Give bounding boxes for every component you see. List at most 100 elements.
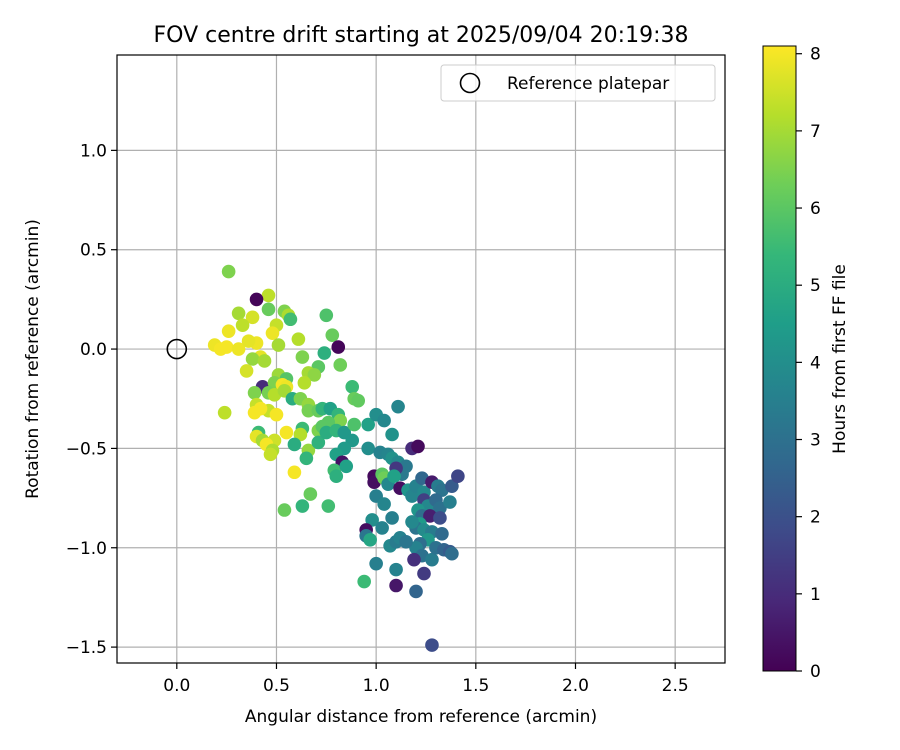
colorbar-tick-label: 8 — [810, 45, 821, 65]
scatter-point — [433, 511, 447, 525]
scatter-point — [221, 324, 236, 338]
scatter-point — [357, 574, 371, 589]
scatter-point — [361, 441, 375, 456]
y-tick-label: 0.0 — [80, 340, 107, 360]
legend-entry-reference: Reference platepar — [507, 74, 669, 94]
scatter-point — [239, 364, 254, 378]
x-tick-label: 0.5 — [263, 676, 290, 696]
scatter-point — [385, 511, 399, 525]
scatter-point — [261, 288, 276, 303]
scatter-point — [307, 368, 322, 382]
scatter-point — [231, 342, 246, 356]
scatter-point — [369, 556, 383, 571]
scatter-point — [271, 338, 286, 352]
scatter-point — [375, 521, 389, 535]
y-tick-label: −1.5 — [66, 638, 107, 658]
scatter-point — [277, 503, 292, 517]
scatter-point — [287, 437, 302, 452]
scatter-point — [279, 425, 294, 440]
scatter-point — [249, 292, 264, 307]
scatter-point — [293, 427, 308, 442]
scatter-point — [299, 451, 314, 466]
scatter-point — [347, 417, 362, 432]
y-tick-label: 0.5 — [80, 241, 107, 261]
reference-point-marker — [166, 338, 188, 360]
scatter-point — [247, 405, 262, 420]
scatter-point — [295, 350, 310, 364]
scatter-point — [303, 487, 318, 501]
legend: Reference platepar — [440, 64, 716, 102]
colorbar-tick-label: 4 — [810, 353, 821, 373]
scatter-point — [283, 312, 298, 327]
scatter-point — [433, 501, 447, 515]
plot-frame — [116, 54, 726, 664]
scatter-point — [257, 354, 272, 368]
y-axis-label: Rotation from reference (arcmin) — [23, 219, 43, 499]
colorbar-ticks: 0 1 2 3 4 5 6 7 8 — [796, 45, 821, 682]
scatter-point — [325, 328, 340, 342]
grid-lines — [117, 55, 725, 663]
scatter-point — [377, 413, 391, 428]
scatter-points — [207, 264, 465, 652]
scatter-point — [351, 393, 366, 408]
scatter-point — [385, 427, 399, 442]
scatter-point — [213, 342, 228, 356]
scatter-point — [311, 435, 326, 450]
scatter-point — [333, 358, 348, 372]
scatter-point — [301, 403, 316, 418]
scatter-point — [245, 310, 260, 325]
scatter-point — [287, 465, 302, 480]
scatter-point — [435, 527, 449, 541]
scatter-point — [217, 405, 232, 420]
scatter-point — [231, 306, 246, 321]
scatter-point — [391, 399, 405, 414]
legend-marker — [459, 72, 481, 94]
scatter-point — [263, 447, 278, 462]
scatter-point — [317, 346, 332, 360]
scatter-point — [411, 439, 425, 454]
colorbar-tick-label: 7 — [810, 122, 821, 142]
y-tick-label: 1.0 — [80, 141, 107, 161]
scatter-point — [451, 469, 465, 484]
scatter-point — [245, 352, 260, 366]
scatter-point — [365, 513, 379, 527]
scatter-point — [221, 264, 236, 279]
colorbar-tick-label: 1 — [810, 585, 821, 605]
scatter-point — [321, 499, 336, 513]
x-tick-label: 2.5 — [662, 676, 689, 696]
colorbar-tick-label: 5 — [810, 276, 821, 296]
x-axis-label: Angular distance from reference (arcmin) — [245, 707, 597, 727]
scatter-point — [443, 495, 457, 509]
scatter-point — [261, 302, 276, 317]
scatter-point — [399, 534, 413, 549]
x-tick-label: 0.0 — [163, 676, 190, 696]
colorbar-tick-label: 3 — [810, 431, 821, 451]
scatter-point — [445, 546, 459, 561]
chart-title: FOV centre drift starting at 2025/09/04 … — [154, 23, 689, 48]
scatter-point — [409, 584, 423, 599]
scatter-point — [425, 552, 439, 567]
scatter-point — [295, 499, 310, 513]
scatter-point — [297, 376, 312, 390]
x-tick-label: 1.0 — [363, 676, 390, 696]
scatter-point — [291, 332, 306, 346]
scatter-point — [247, 385, 262, 400]
scatter-point — [405, 515, 419, 529]
legend-box — [440, 64, 716, 102]
axis-ticks: 0.0 0.5 1.0 1.5 2.0 2.5 −1.5 −1.0 −0.5 0.0 0.5 1.0 — [66, 141, 689, 696]
colorbar: 0 1 2 3 4 5 6 7 8 Hours from first FF file — [762, 45, 850, 682]
y-tick-label: −0.5 — [66, 439, 107, 459]
x-tick-label: 1.5 — [462, 676, 489, 696]
colorbar-tick-label: 6 — [810, 199, 821, 219]
scatter-point — [329, 469, 344, 484]
scatter-point — [331, 340, 346, 354]
scatter-point — [345, 380, 360, 394]
scatter-point — [269, 407, 284, 422]
scatter-point — [425, 638, 439, 652]
y-tick-label: −1.0 — [66, 539, 107, 559]
scatter-point — [235, 318, 250, 333]
scatter-point — [319, 308, 334, 323]
scatter-point — [377, 497, 391, 511]
colorbar-gradient — [762, 45, 797, 672]
